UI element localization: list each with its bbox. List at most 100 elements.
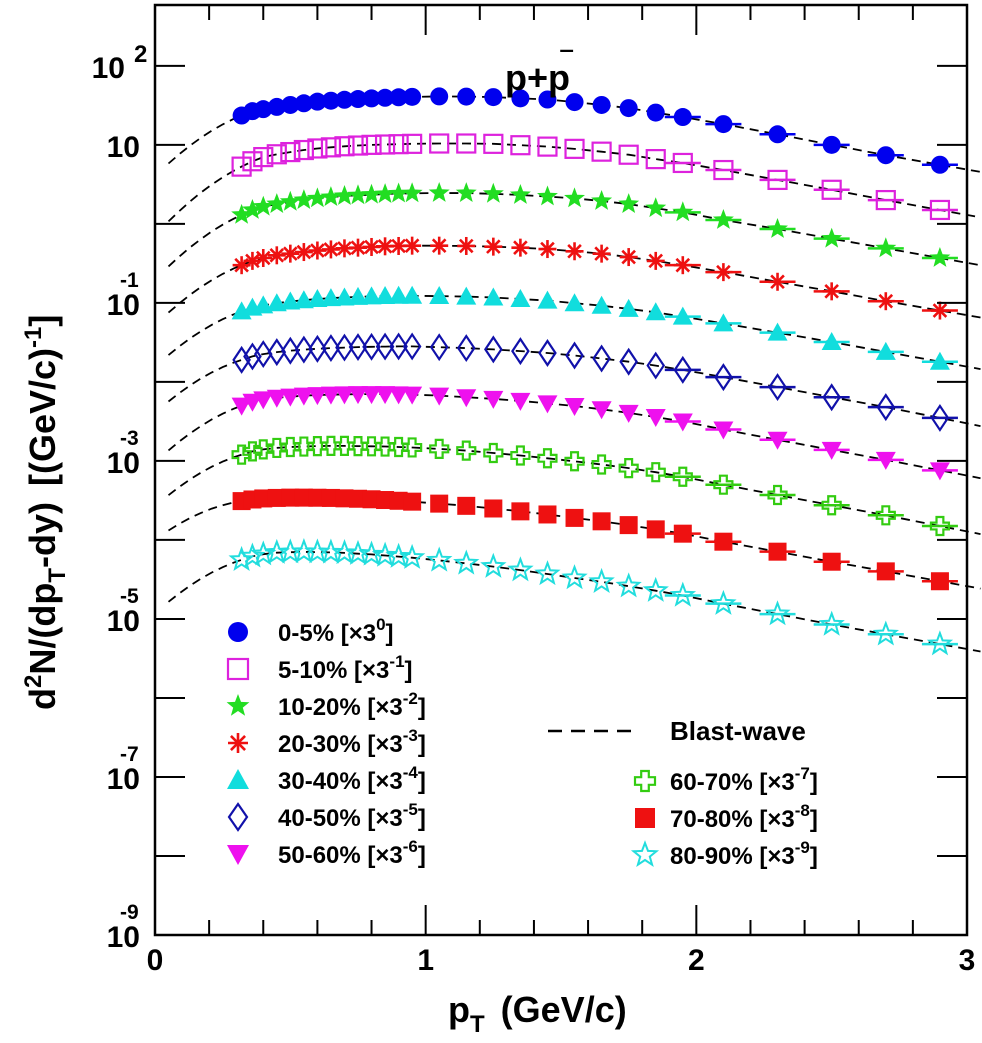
point-50-60% xyxy=(537,395,558,414)
y-tick-label: 10 xyxy=(92,52,125,85)
point-5-10% xyxy=(564,138,585,159)
point-0-5% xyxy=(673,108,692,127)
point-60-70% xyxy=(875,505,896,526)
point-30-40% xyxy=(280,291,301,310)
legend-label: 10-20% [×3-2] xyxy=(278,689,426,721)
point-70-80% xyxy=(349,489,367,508)
x-tick-label: 0 xyxy=(147,944,164,977)
legend-marker-20-30% xyxy=(228,733,248,753)
point-10-20% xyxy=(618,193,640,213)
point-80-90% xyxy=(872,620,900,646)
point-30-40% xyxy=(375,286,396,305)
point-5-10% xyxy=(361,134,382,155)
point-50-60% xyxy=(713,421,734,440)
point-30-40% xyxy=(767,322,788,341)
point-60-70% xyxy=(231,444,252,465)
point-60-70% xyxy=(402,437,423,458)
point-60-70% xyxy=(307,435,328,457)
point-20-30% xyxy=(457,236,476,255)
point-0-5% xyxy=(403,87,422,106)
point-80-90% xyxy=(250,540,277,566)
point-70-80% xyxy=(484,499,503,518)
point-60-70% xyxy=(564,451,585,472)
point-40-50% xyxy=(876,393,896,422)
legend: 0-5% [×30]5-10% [×3-1]10-20% [×3-2]20-30… xyxy=(226,615,818,870)
point-70-80% xyxy=(376,491,395,510)
point-70-80% xyxy=(254,489,273,508)
point-30-40% xyxy=(348,286,368,305)
point-10-20% xyxy=(482,182,504,203)
point-5-10% xyxy=(645,149,666,170)
point-0-5% xyxy=(822,135,841,154)
axis-ticks xyxy=(154,5,968,936)
y-tick-label: 10 xyxy=(107,763,140,796)
point-5-10% xyxy=(266,144,287,165)
point-20-30% xyxy=(646,251,665,270)
point-5-10% xyxy=(388,134,409,155)
legend-label: 40-50% [×3-5] xyxy=(278,800,426,832)
data-points xyxy=(228,87,958,656)
point-70-80% xyxy=(714,532,733,551)
point-10-20% xyxy=(334,185,355,205)
point-40-50% xyxy=(375,332,395,361)
point-50-60% xyxy=(320,386,341,405)
legend-marker-60-70% xyxy=(633,769,657,793)
chart-title-bar: ‾ xyxy=(560,47,574,78)
point-30-40% xyxy=(266,293,287,312)
point-50-60% xyxy=(348,386,368,405)
point-10-20% xyxy=(767,218,788,238)
point-70-80% xyxy=(511,502,530,521)
point-80-90% xyxy=(669,581,697,607)
point-50-60% xyxy=(929,462,950,481)
point-5-10% xyxy=(320,137,342,158)
point-5-10% xyxy=(231,156,252,177)
point-60-70% xyxy=(713,474,734,495)
point-70-80% xyxy=(362,490,381,509)
fit-curve-10-20% xyxy=(167,192,981,268)
point-0-5% xyxy=(457,87,476,106)
point-10-20% xyxy=(388,182,410,203)
point-40-50% xyxy=(673,355,693,384)
point-80-90% xyxy=(710,589,737,615)
y-tick-label: 10 xyxy=(107,447,140,480)
point-10-20% xyxy=(821,227,843,248)
point-30-40% xyxy=(672,306,693,325)
point-40-50% xyxy=(714,363,733,392)
point-20-30% xyxy=(243,251,262,270)
point-20-30% xyxy=(335,239,354,258)
y-tick-exponent: -9 xyxy=(120,901,139,924)
point-50-60% xyxy=(293,387,314,406)
point-50-60% xyxy=(510,392,531,411)
point-30-40% xyxy=(361,286,382,305)
point-30-40% xyxy=(293,290,314,309)
point-80-90% xyxy=(818,610,845,636)
point-5-10% xyxy=(429,133,450,154)
point-0-5% xyxy=(930,155,949,174)
point-20-30% xyxy=(267,246,286,265)
legend-label: 50-60% [×3-6] xyxy=(278,837,426,869)
point-10-20% xyxy=(428,182,450,202)
point-80-90% xyxy=(615,572,642,598)
point-70-80% xyxy=(619,516,638,535)
point-0-5% xyxy=(430,87,449,106)
point-0-5% xyxy=(267,97,286,116)
point-0-5% xyxy=(768,125,787,144)
y-tick-exponent: -3 xyxy=(120,427,139,450)
point-40-50% xyxy=(646,351,666,380)
point-5-10% xyxy=(456,133,477,154)
point-30-40% xyxy=(320,288,341,307)
point-0-5% xyxy=(714,115,733,134)
point-30-40% xyxy=(591,295,612,314)
point-0-5% xyxy=(876,146,895,165)
point-30-40% xyxy=(402,285,423,304)
point-20-30% xyxy=(714,263,733,282)
point-50-60% xyxy=(231,397,252,416)
point-0-5% xyxy=(335,90,354,109)
point-60-70% xyxy=(266,437,287,459)
x-tick-label: 1 xyxy=(417,944,434,977)
point-20-30% xyxy=(565,242,584,261)
point-50-60% xyxy=(429,387,450,406)
point-5-10% xyxy=(713,159,734,181)
